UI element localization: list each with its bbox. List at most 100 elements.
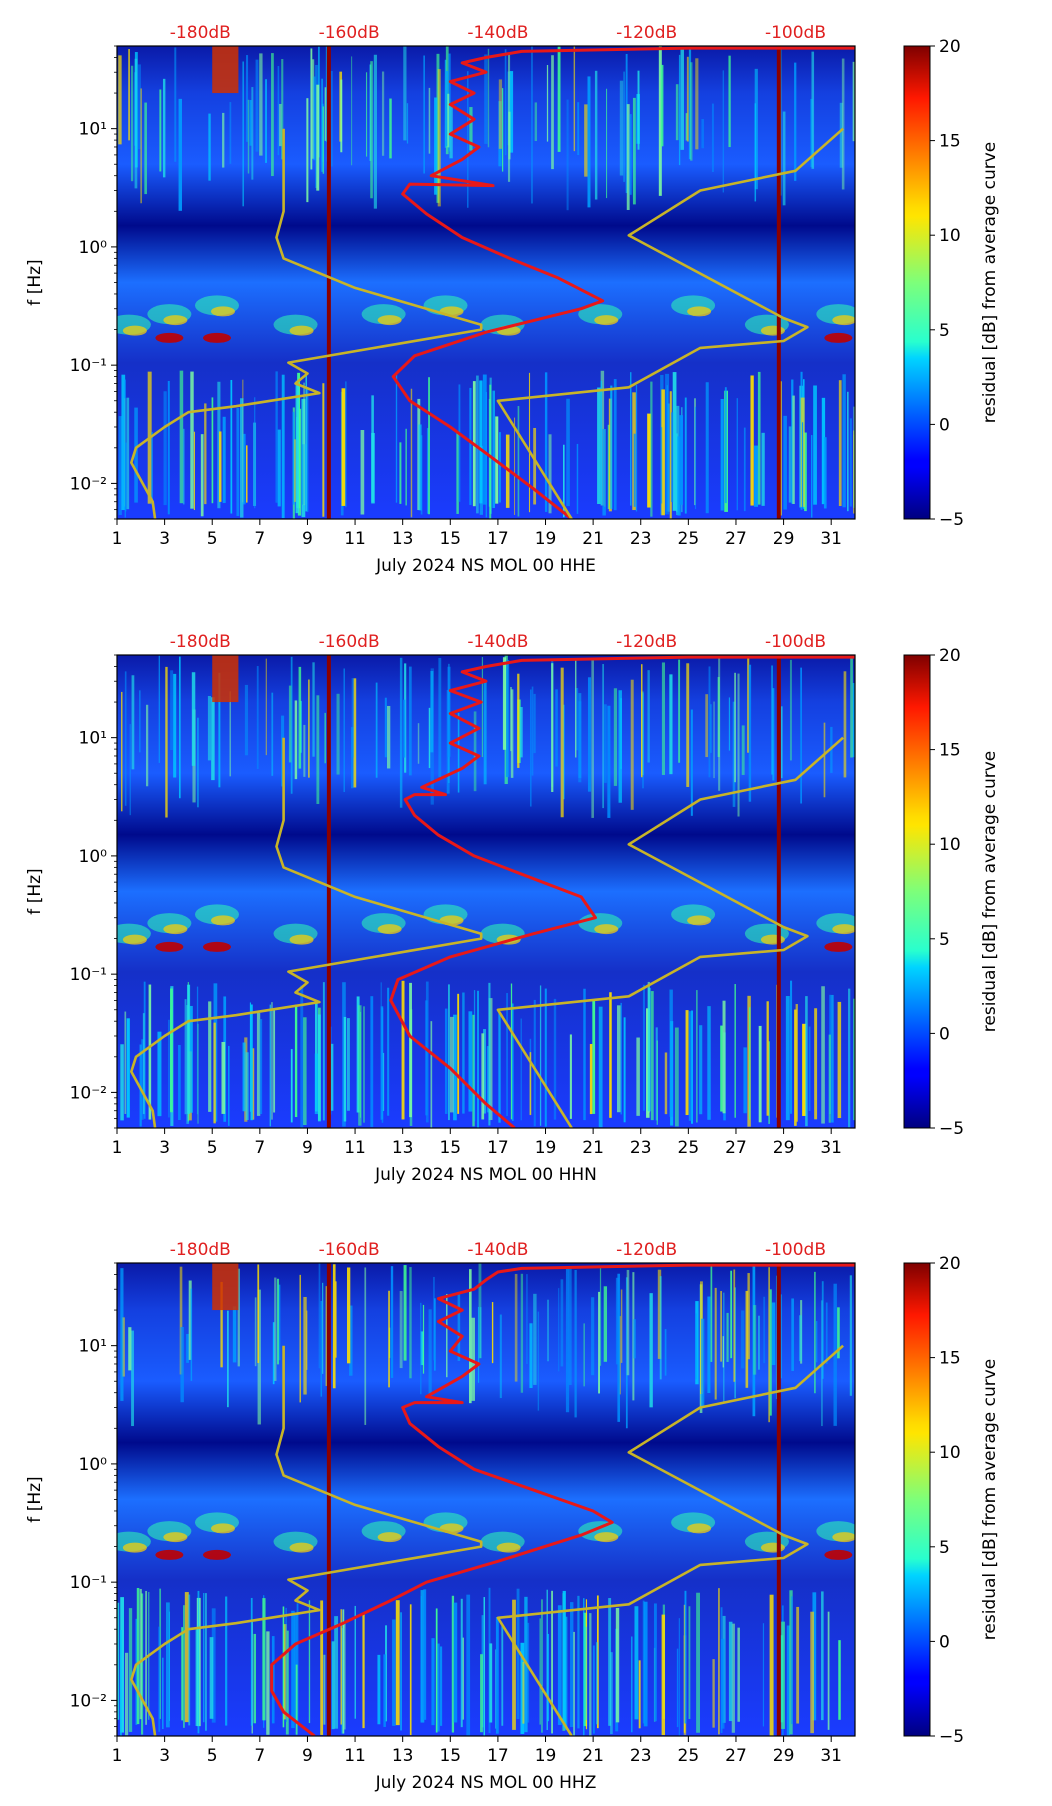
low-freq-streak [151, 431, 153, 505]
y-tick-label: 10⁻¹ [70, 356, 107, 376]
high-freq-streak [839, 102, 843, 168]
colorbar-tick-label: 10 [939, 226, 961, 246]
high-freq-streak [520, 1273, 524, 1393]
high-freq-streak [713, 701, 715, 779]
y-tick-label: 10⁻¹ [70, 965, 107, 985]
high-freq-streak [710, 1265, 713, 1362]
low-freq-streak [757, 371, 761, 505]
x-tick-label: 5 [207, 1138, 218, 1158]
high-freq-streak [852, 683, 855, 758]
low-freq-streak [853, 998, 855, 1121]
low-freq-streak [157, 1031, 162, 1117]
x-tick-label: 5 [207, 1746, 218, 1766]
low-freq-streak [139, 1044, 142, 1127]
low-freq-streak [529, 1052, 532, 1116]
high-freq-streak [220, 1281, 223, 1368]
high-freq-streak [423, 55, 425, 174]
high-freq-streak [565, 1266, 570, 1413]
low-freq-streak [468, 1011, 473, 1112]
low-freq-streak [392, 1619, 396, 1726]
low-freq-streak [295, 380, 299, 514]
low-freq-streak [262, 1598, 266, 1721]
low-freq-streak [479, 380, 483, 504]
low-freq-streak [477, 990, 479, 1128]
high-freq-streak [178, 656, 181, 799]
high-freq-streak [288, 685, 292, 763]
x-tick-label: 21 [582, 529, 604, 549]
low-freq-streak [615, 1607, 620, 1723]
colorbar-tick-label: 10 [939, 835, 961, 855]
high-freq-streak [726, 1312, 729, 1362]
low-freq-streak [370, 996, 374, 1127]
low-freq-streak [617, 1005, 621, 1113]
low-freq-streak [647, 987, 651, 1112]
low-freq-streak [827, 1611, 830, 1730]
colorbar: −5 0 5 10 15 20 residual [dB] from average cur… [903, 37, 1000, 530]
low-freq-streak [498, 432, 501, 503]
high-freq-streak [433, 1276, 435, 1361]
low-freq-streak [853, 406, 855, 508]
low-freq-streak [167, 380, 170, 515]
low-freq-streak [128, 1608, 133, 1732]
low-freq-streak [609, 992, 612, 1118]
x-tick-label: 29 [773, 1138, 795, 1158]
low-freq-streak [359, 1011, 362, 1118]
high-freq-streak [306, 98, 309, 203]
high-freq-streak [246, 55, 249, 142]
high-freq-streak [747, 658, 750, 753]
y-tick-label: 10⁰ [79, 1455, 108, 1475]
low-freq-streak [423, 1589, 427, 1720]
low-freq-streak [217, 381, 221, 509]
high-freq-streak [180, 1327, 184, 1403]
low-freq-streak [380, 982, 382, 1121]
high-freq-streak [594, 70, 598, 200]
low-freq-streak [573, 1631, 575, 1736]
low-freq-streak [630, 372, 632, 506]
low-freq-streak [750, 375, 754, 506]
high-freq-streak [351, 56, 353, 166]
db-scale-label: -140dB [467, 632, 528, 652]
low-freq-streak [512, 1599, 516, 1730]
high-freq-streak [207, 695, 212, 761]
colorbar-tick-label: 15 [939, 132, 961, 152]
low-freq-streak [240, 398, 244, 518]
low-freq-streak [488, 982, 491, 1126]
noise_model_low-line [130, 737, 483, 1128]
noise_model_high-line [496, 1344, 844, 1736]
low-freq-streak [395, 374, 398, 503]
db-scale-label: -100dB [765, 632, 826, 652]
high-freq-streak [170, 670, 174, 751]
low-freq-streak [472, 1014, 475, 1127]
colorbar-tick-label: 15 [939, 1349, 961, 1369]
x-axis-label: July 2024 NS MOL 00 HHN [374, 1165, 597, 1185]
low-freq-streak [790, 980, 793, 1114]
x-tick-label: 9 [302, 1138, 313, 1158]
low-freq-streak [460, 1598, 463, 1728]
low-freq-streak [322, 383, 325, 517]
db-scale-label: -120dB [616, 1240, 677, 1260]
high-freq-streak [566, 99, 569, 211]
low-freq-streak [486, 1046, 489, 1113]
colorbar-tick-label: −5 [939, 1727, 964, 1747]
high-freq-streak [771, 665, 773, 775]
x-tick-label: 29 [773, 529, 795, 549]
y-tick-label: 10⁻² [70, 474, 107, 494]
high-freq-streak [613, 688, 618, 786]
high-freq-streak [551, 663, 554, 792]
low-freq-streak [643, 1601, 648, 1727]
low-freq-streak [596, 1642, 598, 1725]
high-freq-streak [811, 51, 815, 169]
low-freq-streak [520, 1642, 525, 1734]
high-freq-streak [833, 1283, 837, 1426]
high-freq-streak [768, 1267, 770, 1423]
low-freq-streak [179, 370, 184, 504]
db-scale-label: -160dB [319, 1240, 380, 1260]
high-freq-streak [772, 688, 775, 781]
high-freq-streak [137, 64, 141, 150]
high-freq-streak [121, 691, 123, 812]
low-freq-streak [653, 1603, 657, 1722]
low-freq-streak [661, 1614, 666, 1736]
high-freq-streak [686, 663, 690, 787]
low-freq-streak [791, 379, 794, 504]
